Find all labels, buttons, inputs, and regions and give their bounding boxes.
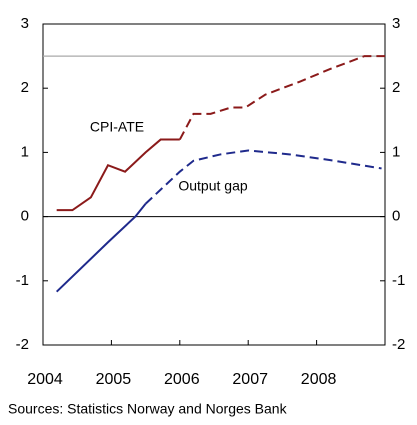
y-tick-label: 3 [21, 15, 29, 32]
y2-tick-label: 2 [392, 79, 400, 96]
y2-tick-label: 0 [392, 208, 400, 225]
x-tick-label: 2005 [96, 371, 132, 388]
x-tick-label: 2004 [27, 371, 63, 388]
y2-tick-label: 3 [392, 15, 400, 32]
y-tick-label: 1 [21, 143, 29, 160]
x-tick-label: 2007 [232, 371, 268, 388]
y-tick-label: 0 [21, 208, 29, 225]
x-tick-label: 2008 [301, 371, 337, 388]
y-tick-label: -1 [16, 272, 29, 289]
series-label: Output gap [178, 178, 247, 194]
series-label: CPI-ATE [90, 119, 144, 135]
y-tick-label: 2 [21, 79, 29, 96]
y2-tick-label: -2 [392, 336, 405, 353]
series-line [55, 203, 147, 293]
plot-frame [42, 23, 386, 346]
source-note: Sources: Statistics Norway and Norges Ba… [8, 401, 288, 417]
series-line [178, 55, 385, 141]
y-tick-label: -2 [16, 336, 29, 353]
x-tick-label: 2006 [164, 371, 200, 388]
y2-tick-label: -1 [392, 272, 405, 289]
y2-tick-label: 1 [392, 143, 400, 160]
series-line [144, 149, 382, 205]
series-line [56, 138, 180, 212]
